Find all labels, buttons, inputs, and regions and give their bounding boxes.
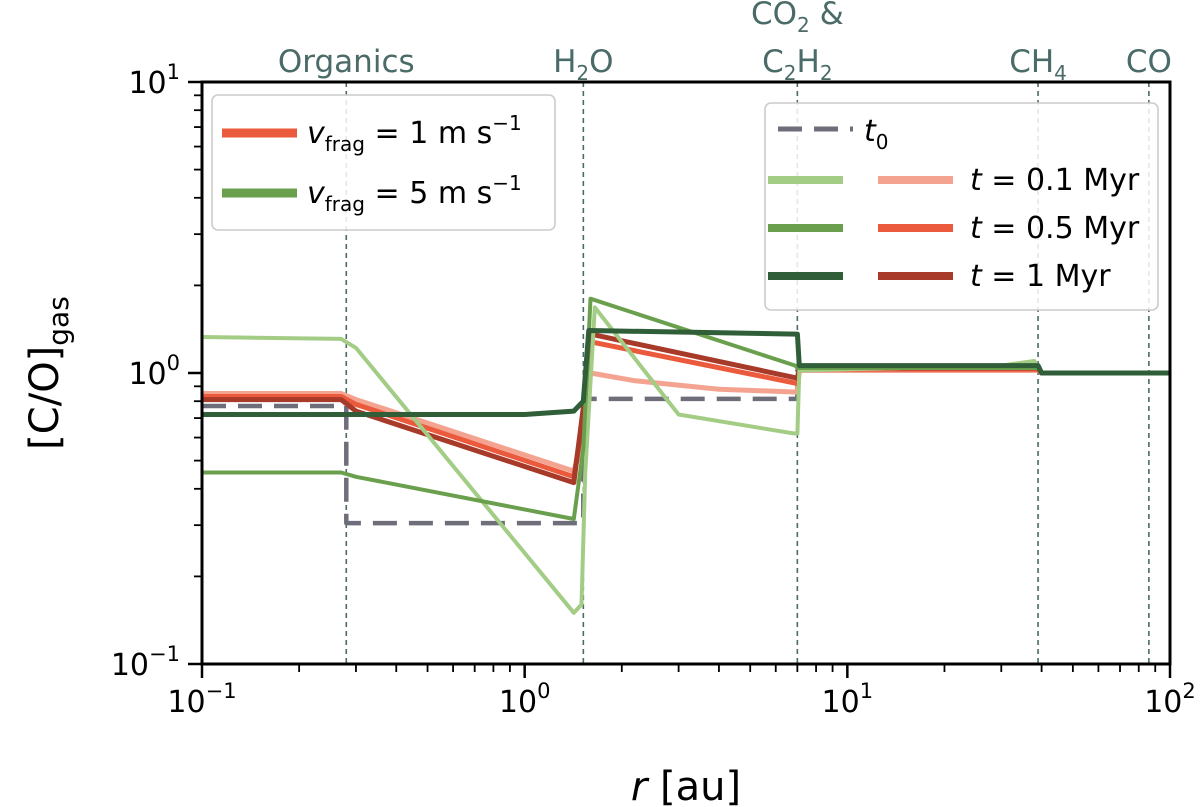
- series-line-6: [202, 328, 1170, 417]
- legend-right-label-2: t = 1 Myr: [970, 259, 1111, 294]
- y-tick-label-1: 100: [128, 351, 180, 392]
- x-tick-label-1: 100: [499, 679, 551, 720]
- snowline-label-1-0: H2​O: [553, 44, 613, 85]
- snowline-label-3-0: CH4​: [1009, 44, 1067, 85]
- label-layer: r [au] [C/O]gas: [22, 296, 741, 807]
- legend-right-label-0: t = 0.1 Myr: [970, 163, 1140, 198]
- series-line-0: [202, 368, 1170, 526]
- series-line-4: [202, 305, 1170, 615]
- x-tick-label-2: 101: [822, 679, 874, 720]
- legend-left: vfrag = 1 m s−1 vfrag = 5 m s−1: [211, 94, 556, 231]
- legend-t0-label: t0: [864, 114, 889, 154]
- y-axis-label: [C/O]gas: [22, 296, 75, 450]
- snowline-label-4-0: CO: [1126, 44, 1172, 80]
- x-tick-label-3: 102: [1144, 679, 1196, 720]
- legend-left-label-0: vfrag = 1 m s−1: [307, 111, 522, 156]
- x-axis-label: r [au]: [631, 764, 741, 807]
- tick-layer: 10−1 100 101 102 10−1 100 101: [111, 60, 1196, 720]
- legend-right-box: [764, 102, 1159, 311]
- legend-right-label-1: t = 0.5 Myr: [970, 211, 1140, 246]
- legend-left-label-1: vfrag = 5 m s−1: [307, 171, 522, 216]
- series-layer: [202, 296, 1170, 615]
- y-tick-label-2: 101: [128, 60, 180, 101]
- x-tick-label-0: 10−1: [167, 679, 236, 720]
- y-tick-label-0: 10−1: [111, 642, 180, 683]
- legend-right: t0 t = 0.1 Myr t = 0.5 Myr t = 1 Myr: [764, 102, 1159, 311]
- legend-left-box: [211, 94, 556, 231]
- snowline-label-2-1: C2​H2​: [762, 44, 832, 85]
- snowline-label-2-0: CO2​ &: [751, 0, 844, 37]
- snowline-label-0-0: Organics: [278, 44, 415, 80]
